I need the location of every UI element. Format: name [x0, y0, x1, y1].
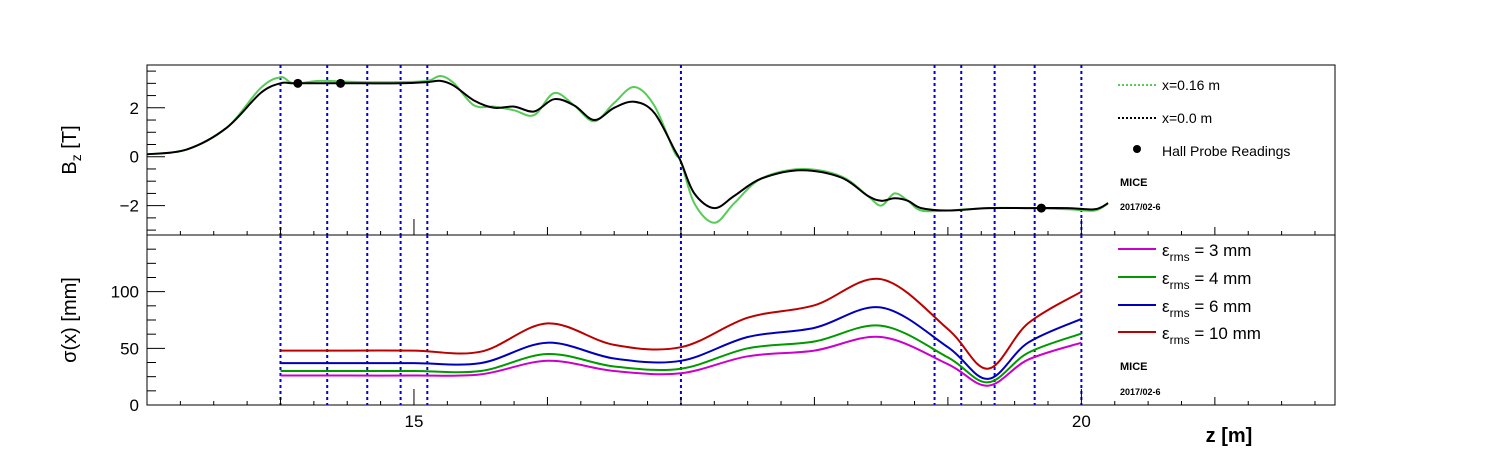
bz-series-hall-probe-readings-point-2 — [1036, 203, 1046, 213]
bz-ytick-label-1: 0 — [130, 148, 139, 167]
sigma-xtick-label-0: 15 — [405, 412, 424, 431]
legend-swatch-hall — [1133, 145, 1141, 153]
legend-label-3mm: εrms = 3 mm — [1162, 241, 1251, 264]
bz-panel: −2 0 2 Bz [T] x=0.16 m x=0.0 m Hall Probe … — [59, 64, 1336, 236]
legend-label-10mm: εrms = 10 mm — [1162, 324, 1261, 347]
sigma-series-10-mm-line — [280, 277, 1082, 370]
sigma-annotation-date: 2017/02-6 — [1120, 387, 1161, 397]
bz-ylabel: Bz [T] — [59, 125, 84, 174]
legend-label-x0: x=0.0 m — [1162, 110, 1212, 126]
bz-ytick-label-0: −2 — [120, 197, 139, 216]
bz-legend: x=0.16 m x=0.0 m Hall Probe Readings MIC… — [1118, 77, 1290, 212]
bz-annotation-date: 2017/02-6 — [1120, 202, 1161, 212]
sigma-legend: εrms = 3 mm εrms = 4 mm εrms = 6 mm εrms… — [1118, 241, 1261, 397]
sigma-xlabel: z [m] — [1206, 425, 1253, 447]
bz-ylabel-unit: [T] — [59, 125, 81, 154]
bz-ylabel-text: B — [59, 161, 81, 174]
sigma-annotation-mice: MICE — [1120, 361, 1148, 373]
sigma-xtick-label-1: 20 — [1072, 412, 1091, 431]
bz-series-hall-probe-readings-point-1 — [336, 78, 346, 88]
sigma-panel: 0 50 100 15 20 σ(x) [mm] z [m] εrms = 3 mm ε… — [59, 234, 1336, 447]
legend-label-x016: x=0.16 m — [1162, 77, 1220, 93]
sigma-ytick-label-2: 100 — [111, 283, 139, 302]
bz-ytick-label-2: 2 — [130, 99, 139, 118]
sigma-ytick-label-1: 50 — [120, 339, 139, 358]
bz-series-x-0-16-m-line — [146, 74, 1109, 224]
sigma-series-4-mm-line — [280, 324, 1082, 384]
bz-ylabel-sub: z — [68, 154, 84, 161]
sigma-series-3-mm-line — [280, 335, 1082, 387]
legend-label-6mm: εrms = 6 mm — [1162, 297, 1251, 320]
legend-label-4mm: εrms = 4 mm — [1162, 269, 1251, 292]
sigma-ytick-label-0: 0 — [130, 396, 139, 415]
bz-series-x-0-0-m-line — [146, 79, 1109, 212]
bz-series-hall-probe-readings-point-0 — [293, 78, 303, 88]
sigma-series-6-mm-line — [280, 306, 1082, 380]
bz-annotation-mice: MICE — [1120, 177, 1148, 189]
sigma-ylabel: σ(x) [mm] — [59, 277, 81, 363]
legend-label-hall: Hall Probe Readings — [1162, 143, 1290, 159]
